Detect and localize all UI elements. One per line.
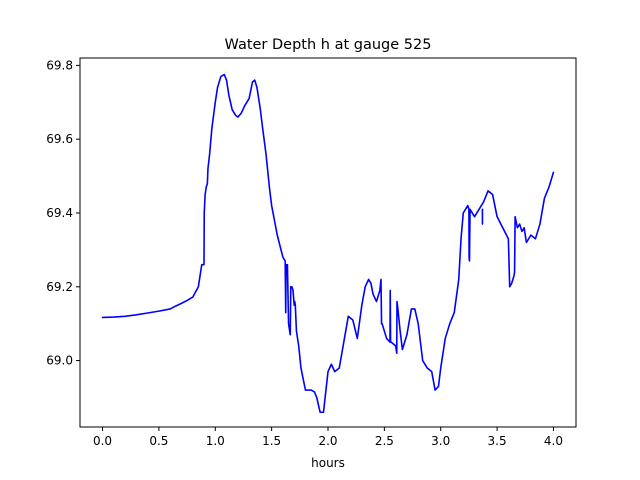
x-tick-label: 3.0 [431,434,450,448]
plot-layer [101,73,555,414]
x-tick-label: 0.5 [149,434,168,448]
y-tick-label: 69.4 [46,206,73,220]
x-axis-label: hours [311,456,345,470]
x-tick-label: 3.5 [488,434,507,448]
y-tick-label: 69.8 [46,58,73,72]
y-axis-ticks: 69.0 69.2 69.4 69.6 69.8 [46,58,80,368]
y-tick-label: 69.2 [46,280,73,294]
x-tick-label: 2.5 [375,434,394,448]
chart-title: Water Depth h at gauge 525 [225,37,432,53]
y-tick-label: 69.6 [46,132,73,146]
x-tick-label: 1.5 [262,434,281,448]
x-tick-label: 2.0 [318,434,337,448]
x-axis-ticks: 0.0 0.5 1.0 1.5 2.0 2.5 3.0 3.5 4.0 [93,427,563,448]
x-tick-label: 1.0 [206,434,225,448]
x-tick-label: 4.0 [544,434,563,448]
x-tick-label: 0.0 [93,434,112,448]
series-line-0 [101,73,555,414]
y-tick-label: 69.0 [46,354,73,368]
